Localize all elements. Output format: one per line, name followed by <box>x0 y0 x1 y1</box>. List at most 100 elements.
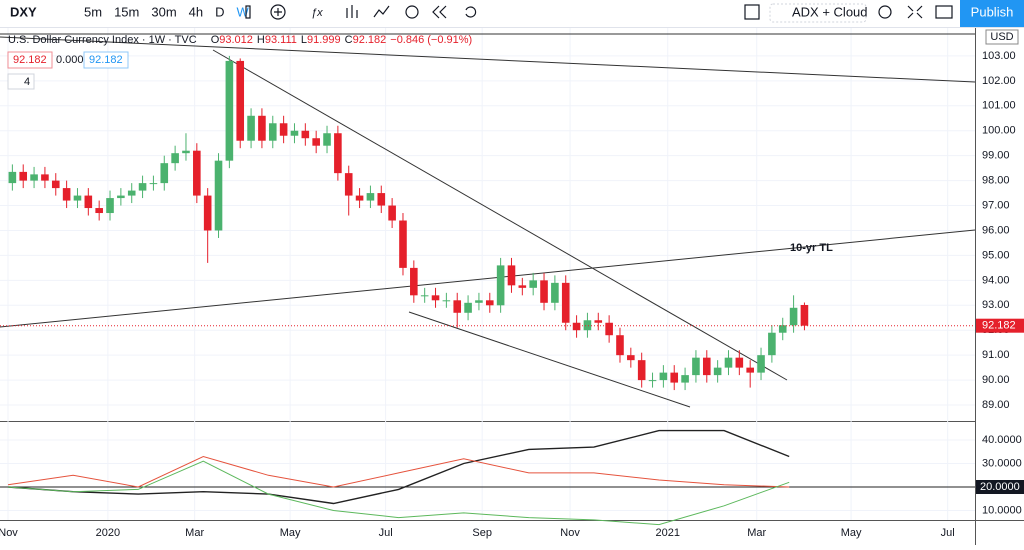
candle-icon[interactable] <box>245 5 251 19</box>
fullscreen-icon[interactable] <box>907 5 923 19</box>
time-tick-label: Mar <box>185 527 204 539</box>
last-price-box <box>976 318 1024 333</box>
candle-body <box>713 367 722 376</box>
price-tick-label: 99.00 <box>982 150 1010 162</box>
candle-body <box>594 320 603 323</box>
candle-body <box>551 282 559 303</box>
publish-button[interactable] <box>960 0 1024 27</box>
interval[interactable]: 5m <box>84 4 102 19</box>
settings-icon[interactable] <box>878 5 892 19</box>
publish-label[interactable]: Publish <box>971 4 1014 19</box>
indicator-button[interactable] <box>769 3 867 23</box>
symbol[interactable]: DXY <box>10 4 37 19</box>
fx-icon[interactable]: ƒx <box>311 7 323 19</box>
close-value: 92.182 <box>13 54 47 66</box>
time-tick-label: Jul <box>379 527 393 539</box>
candle-body <box>540 280 548 303</box>
ohlc-label: C <box>345 34 353 46</box>
price-tick-label: 98.00 <box>982 175 1010 187</box>
candle-body <box>62 188 71 201</box>
currency-box[interactable] <box>985 29 1019 45</box>
interval[interactable]: W <box>237 4 250 19</box>
candle-body <box>746 367 754 373</box>
candle-body <box>225 60 234 161</box>
candle-body <box>8 171 17 184</box>
candle-body <box>214 160 223 231</box>
candle-body <box>529 280 537 288</box>
ohlc-label: H <box>257 34 265 46</box>
currency[interactable]: USD <box>990 31 1013 43</box>
candle-body <box>149 183 158 185</box>
intervals: 5m 15m 30m 4h D W <box>84 4 250 19</box>
indicator-count[interactable]: 4 <box>24 76 30 88</box>
candle-body <box>702 357 711 376</box>
candle-body <box>757 355 765 373</box>
candle-body <box>51 180 60 189</box>
candle-body <box>789 307 798 326</box>
layout-icon[interactable] <box>744 4 760 20</box>
candle-body <box>442 300 451 302</box>
candle-body <box>692 357 700 376</box>
candle-body <box>627 355 635 361</box>
candle-body <box>572 322 581 331</box>
time-tick-label: May <box>841 527 862 539</box>
candle-body <box>95 208 103 214</box>
indicator-value: 92.182 <box>89 54 123 66</box>
candle-body <box>605 322 613 336</box>
candle-body <box>377 193 386 206</box>
axes: 89.0090.0091.0092.0093.0094.0095.0096.00… <box>0 50 1024 539</box>
price-tick-label: 97.00 <box>982 199 1010 211</box>
interval[interactable]: D <box>215 4 224 19</box>
candle-body <box>160 163 169 184</box>
trend-line <box>0 36 976 83</box>
legend-title: U.S. Dollar Currency Index · 1W · TVC <box>8 34 197 46</box>
interval[interactable]: 4h <box>189 4 203 19</box>
candle-body <box>453 300 462 313</box>
indicator-name[interactable]: ADX + Cloud <box>792 4 868 19</box>
snapshot-icon[interactable] <box>935 5 953 19</box>
candle-body <box>344 173 353 196</box>
candle-body <box>681 375 689 383</box>
adx-line <box>7 455 790 488</box>
candle-body <box>800 304 809 326</box>
alert-icon[interactable] <box>405 5 419 19</box>
candle-body <box>366 193 375 201</box>
toolbar-icons <box>245 4 953 20</box>
adx-tick-label: 30.0000 <box>982 457 1022 469</box>
trend-lines <box>0 33 976 408</box>
candle-body <box>583 320 592 331</box>
candle-body <box>312 138 320 146</box>
candle-body <box>735 357 744 368</box>
candle-body <box>117 195 125 199</box>
candle-body <box>334 133 342 174</box>
undo-icon[interactable] <box>465 6 477 18</box>
time-tick-label: Sep <box>472 527 492 539</box>
candle-body <box>41 174 49 181</box>
candle-body <box>290 130 299 136</box>
replay-icon[interactable] <box>432 5 447 19</box>
candle-body <box>724 357 733 368</box>
adx-tick-label: 40.0000 <box>982 434 1022 446</box>
trend-line <box>0 229 976 328</box>
ohlc-value: 93.111 <box>265 34 297 46</box>
bars-icon[interactable] <box>346 5 358 18</box>
candle-body <box>171 153 179 164</box>
adx-pane <box>0 429 975 526</box>
candle-body <box>268 123 277 141</box>
candle-body <box>193 150 201 196</box>
change: −0.846 (−0.91%) <box>390 34 472 46</box>
grid <box>0 28 975 520</box>
collapse-box[interactable] <box>7 73 35 90</box>
interval[interactable]: 15m <box>114 4 139 19</box>
interval[interactable]: 30m <box>151 4 176 19</box>
price-tick-label: 89.00 <box>982 399 1010 411</box>
price-tick-label: 102.00 <box>982 75 1016 87</box>
compare-icon[interactable] <box>373 5 390 18</box>
add-icon[interactable] <box>270 4 286 20</box>
adx-line <box>7 429 790 505</box>
candle-body <box>431 295 440 301</box>
candle-body <box>355 195 364 201</box>
candle-body <box>659 372 668 381</box>
candle-body <box>73 195 82 201</box>
